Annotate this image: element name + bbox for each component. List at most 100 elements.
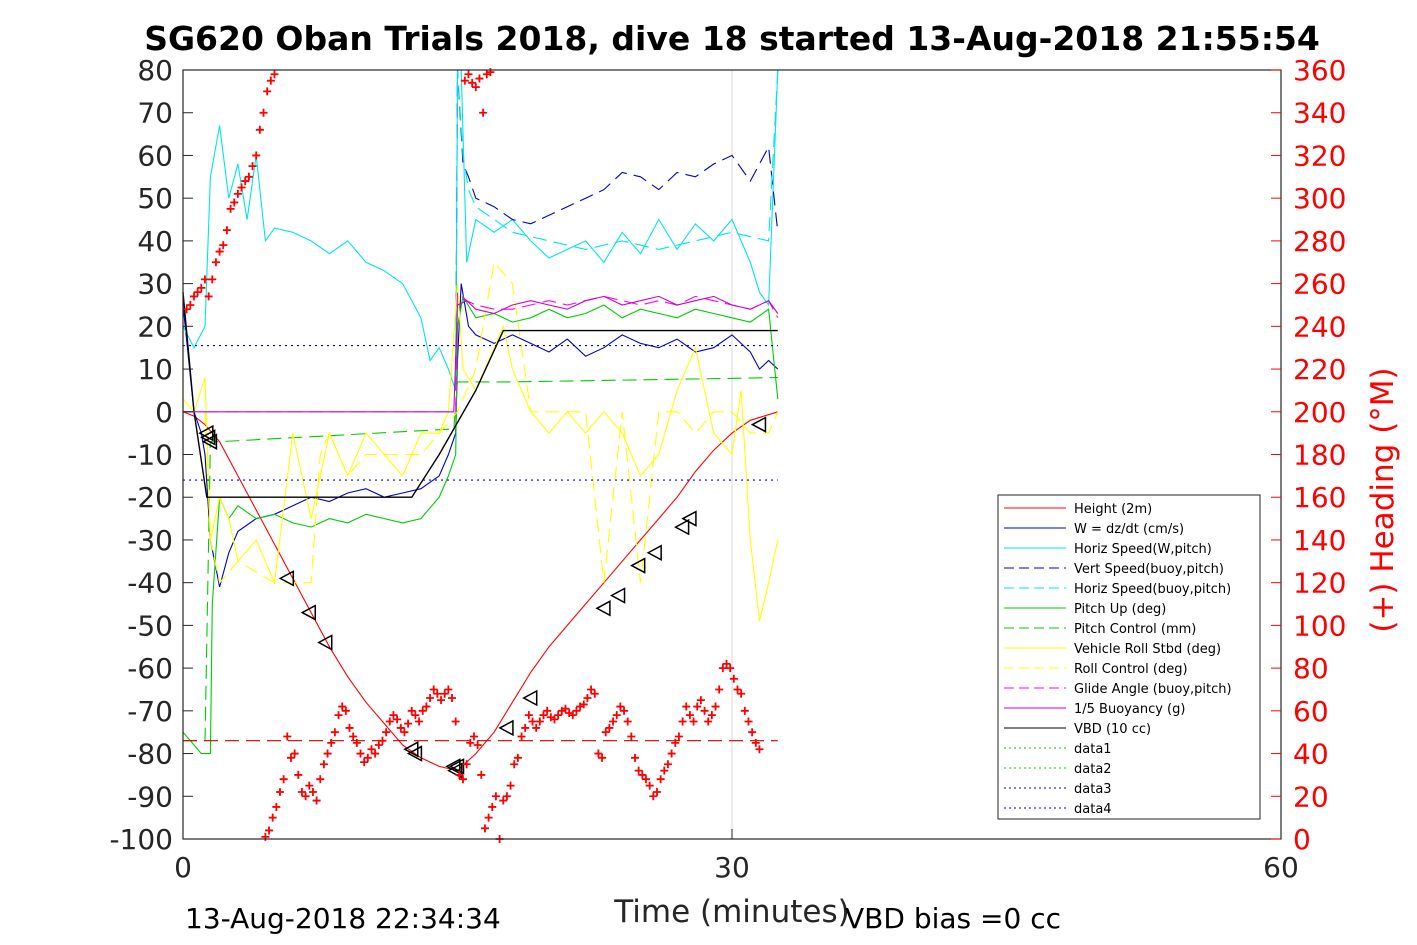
y-tick-label: 40 — [137, 225, 173, 258]
heading-point — [352, 738, 361, 747]
legend-label: data3 — [1074, 782, 1112, 797]
heading-point — [182, 305, 191, 314]
heading-point — [510, 760, 519, 769]
series-line-pitch-up-deg- — [182, 294, 779, 755]
y2-tick-label: 240 — [1293, 310, 1346, 343]
y2-tick-label: 220 — [1293, 353, 1346, 386]
heading-point — [230, 198, 239, 207]
heading-point — [616, 702, 625, 711]
heading-point — [696, 696, 705, 705]
heading-point — [252, 151, 261, 160]
heading-point — [488, 802, 497, 811]
triangle-marker — [317, 634, 333, 651]
heading-point — [448, 694, 457, 703]
heading-point — [460, 76, 469, 85]
heading-point — [539, 711, 548, 720]
y-tick-label: 20 — [137, 310, 173, 343]
heading-point — [349, 732, 358, 741]
legend-box — [997, 494, 1261, 820]
triangle-marker — [646, 544, 662, 562]
y2-axis-label: (+) Heading (°M) — [1365, 367, 1401, 632]
heading-point — [579, 700, 588, 709]
heading-point — [528, 717, 537, 726]
heading-point — [638, 770, 647, 779]
heading-point — [208, 275, 217, 284]
heading-point — [400, 728, 409, 737]
footer-vbd-bias: VBD bias =0 cc — [845, 902, 1061, 935]
heading-point — [363, 753, 372, 762]
heading-point — [301, 792, 310, 801]
heading-point — [226, 204, 235, 213]
heading-point — [316, 775, 325, 784]
legend-label: Height (2m) — [1074, 502, 1152, 517]
heading-point — [704, 717, 713, 726]
heading-point — [634, 766, 643, 775]
triangle-marker — [595, 600, 611, 617]
triangle-marker — [448, 758, 465, 775]
heading-point — [330, 728, 339, 737]
y2-tick-label: 320 — [1293, 139, 1346, 172]
series-line-pitch-control-mm- — [183, 377, 778, 742]
heading-point — [561, 704, 570, 713]
y2-tick-label: 60 — [1293, 695, 1329, 728]
heading-point — [323, 749, 332, 758]
y2-tick-label: 300 — [1293, 182, 1346, 215]
triangle-marker — [300, 604, 317, 621]
legend-label: Horiz Speed(buoy,pitch) — [1074, 582, 1231, 597]
heading-point — [722, 659, 731, 668]
heading-point — [290, 749, 299, 758]
legend-label: W = dz/dt (cm/s) — [1074, 522, 1184, 537]
chart-title: SG620 Oban Trials 2018, dive 18 started … — [144, 19, 1320, 58]
heading-point — [319, 760, 328, 769]
heading-point — [367, 745, 376, 754]
heading-point — [678, 717, 687, 726]
y-tick-label: 30 — [137, 268, 173, 301]
series-line-vert-speed-buoy-pitch- — [455, 69, 779, 391]
legend-label: data1 — [1074, 742, 1112, 757]
heading-point — [411, 711, 420, 720]
heading-point — [656, 775, 665, 784]
heading-point — [667, 749, 676, 758]
y-tick-label: -10 — [127, 439, 173, 472]
heading-point — [286, 753, 295, 762]
y-axis-right: 3603403203002802602402202001801601401201… — [1271, 54, 1346, 856]
heading-point — [649, 792, 658, 801]
heading-point — [623, 717, 632, 726]
heading-layer — [182, 68, 764, 843]
y2-tick-label: 120 — [1293, 567, 1346, 600]
heading-point — [204, 292, 213, 301]
triangle-marker — [750, 416, 767, 433]
heading-point — [554, 711, 563, 720]
heading-point — [513, 753, 522, 762]
y-tick-label: 70 — [137, 97, 173, 130]
heading-point — [334, 711, 343, 720]
heading-point — [689, 717, 698, 726]
legend-label: Vert Speed(buoy,pitch) — [1074, 562, 1224, 577]
heading-point — [663, 760, 672, 769]
heading-point — [263, 87, 272, 96]
y-tick-label: -20 — [127, 481, 173, 514]
heading-point — [237, 183, 246, 192]
y-tick-label: 50 — [137, 182, 173, 215]
heading-point — [477, 770, 486, 779]
x-axis-label: Time (minutes) — [613, 894, 849, 930]
heading-point — [327, 738, 336, 747]
heading-point — [466, 738, 475, 747]
heading-point — [506, 781, 515, 790]
triangle-marker — [522, 689, 538, 707]
legend-label: 1/5 Buoyancy (g) — [1074, 702, 1185, 717]
heading-point — [587, 685, 596, 694]
y-tick-label: -80 — [127, 738, 173, 771]
heading-point — [385, 717, 394, 726]
triangle-marker — [201, 433, 218, 450]
triangle-marker — [447, 762, 463, 779]
heading-point — [590, 689, 599, 698]
heading-point — [455, 770, 464, 779]
heading-point — [471, 83, 480, 92]
heading-point — [266, 76, 275, 85]
heading-point — [268, 813, 277, 822]
legend: Height (2m) W = dz/dt (cm/s) Horiz Speed(W… — [997, 494, 1261, 820]
heading-point — [294, 770, 303, 779]
heading-point — [755, 745, 764, 754]
